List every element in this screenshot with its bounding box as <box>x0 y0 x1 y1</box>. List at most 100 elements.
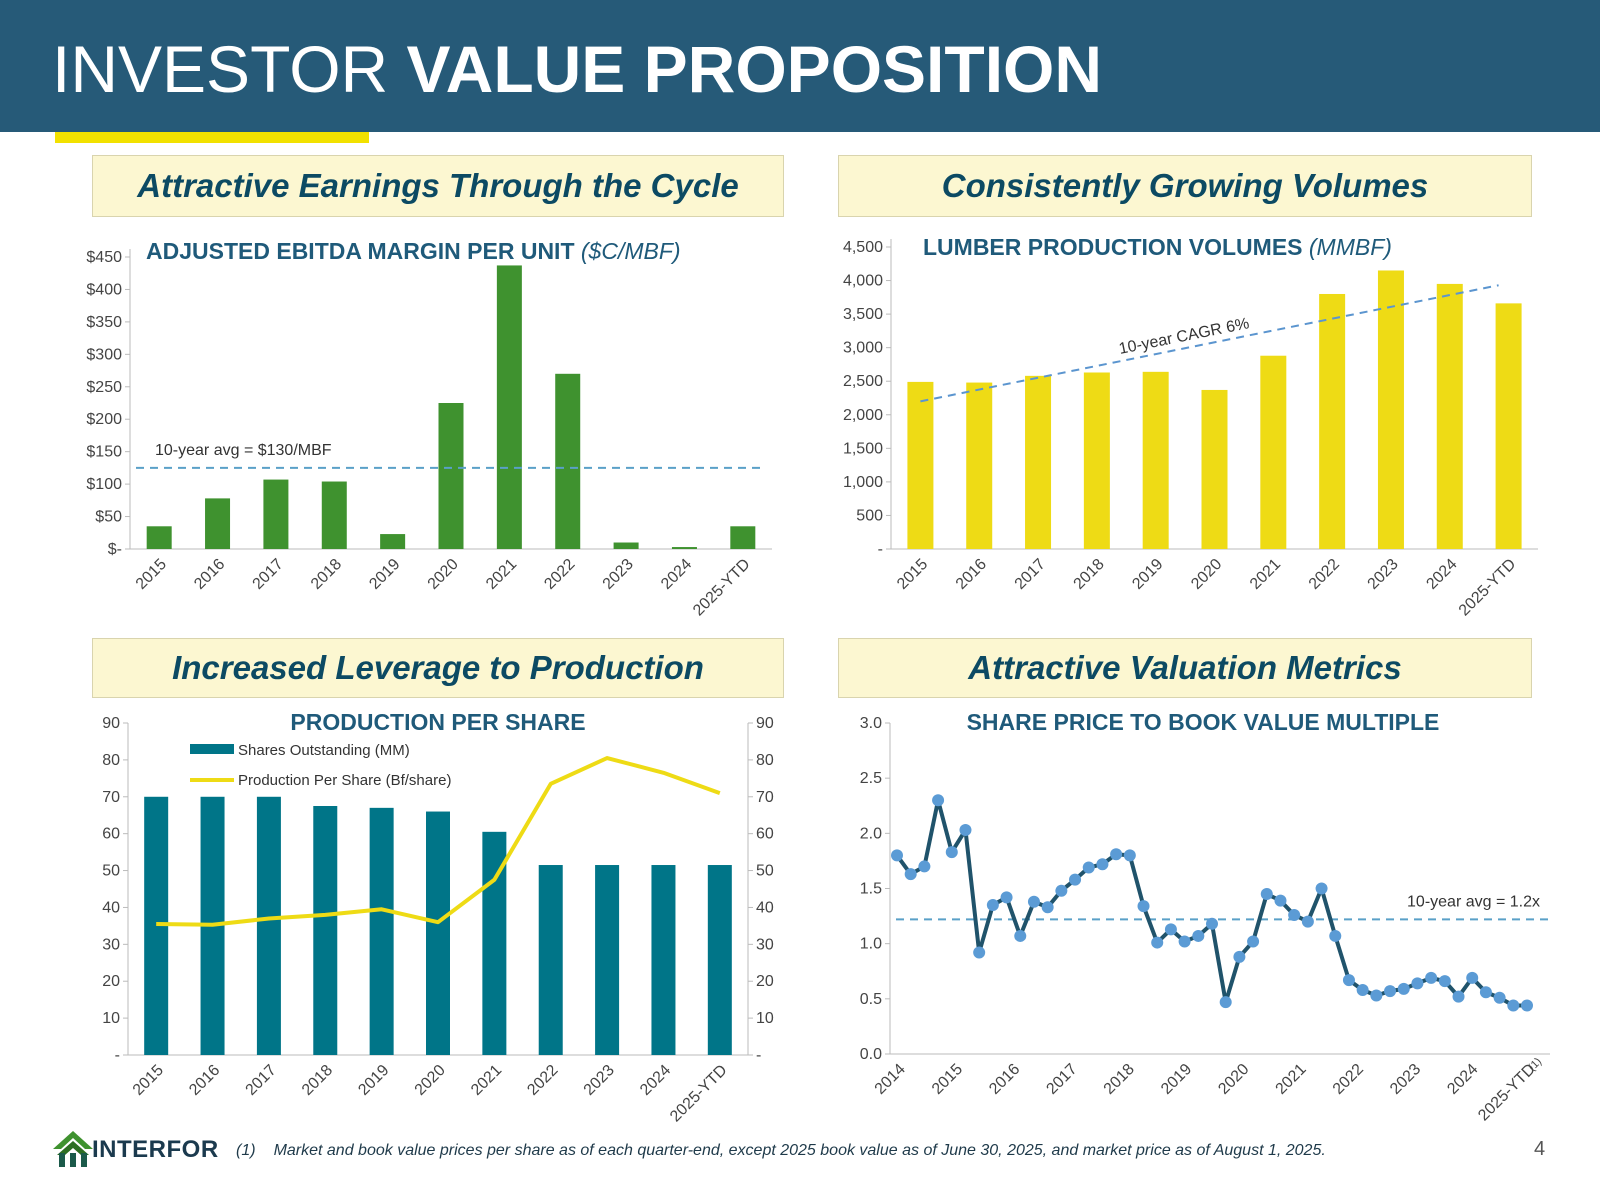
ebitda-chart-unit: ($C/MBF) <box>581 238 681 264</box>
volumes-ytick-label: 3,000 <box>843 340 883 357</box>
ptb-ytick-label: 1.0 <box>860 936 882 953</box>
ebitda-ytick-label: $450 <box>86 249 122 266</box>
pps-xtick-label: 2019 <box>355 1062 392 1099</box>
ptb-point <box>1069 873 1082 886</box>
ptb-point <box>1301 915 1314 928</box>
pps-right-ytick-label: 70 <box>756 789 774 806</box>
ptb-point <box>973 946 986 959</box>
ptb-point <box>1027 895 1040 908</box>
volumes-bar <box>1025 375 1052 549</box>
pps-legend-label-line: Production Per Share (Bf/share) <box>238 772 451 789</box>
volumes-bar <box>907 381 934 549</box>
volumes-xtick-label: 2023 <box>1365 556 1402 593</box>
ebitda-ytick-label: $300 <box>86 346 122 363</box>
ebitda-xtick-label: 2016 <box>191 556 228 593</box>
pps-xtick-label: 2017 <box>243 1062 280 1099</box>
pps-ytick-label: 60 <box>102 826 120 843</box>
pps-right-ytick-label: 40 <box>756 899 774 916</box>
footnote-number: (1) <box>236 1142 256 1159</box>
ptb-point <box>1438 975 1451 988</box>
section-header-leverage: Increased Leverage to Production <box>92 638 784 698</box>
pps-right-ytick-label: - <box>756 1047 761 1064</box>
pps-right-ytick-label: 50 <box>756 863 774 880</box>
ptb-point <box>1329 929 1342 942</box>
pps-xtick-label: 2023 <box>581 1062 618 1099</box>
ebitda-bar <box>496 265 522 549</box>
volumes-ytick-label: 2,500 <box>843 373 883 390</box>
ptb-point <box>1000 891 1013 904</box>
volumes-ytick-label: - <box>878 541 883 558</box>
ptb-point <box>932 794 945 807</box>
ptb-point <box>1233 950 1246 963</box>
volumes-ytick-label: 500 <box>856 507 883 524</box>
volumes-xtick-label: 2017 <box>1012 556 1049 593</box>
ebitda-xtick-label: 2023 <box>600 556 637 593</box>
ptb-ytick-label: 2.5 <box>860 770 882 787</box>
pps-right-ytick-label: 20 <box>756 973 774 990</box>
ptb-point <box>918 860 931 873</box>
ptb-point <box>986 899 999 912</box>
volumes-xtick-label: 2016 <box>953 556 990 593</box>
ebitda-ytick-label: $- <box>108 541 122 558</box>
volumes-bar <box>966 382 993 549</box>
ebitda-xtick-label: 2025-YTD <box>690 556 754 620</box>
ptb-xtick-label: 2023 <box>1387 1061 1424 1098</box>
volumes-bar <box>1260 355 1287 549</box>
ptb-point <box>1055 884 1068 897</box>
ptb-point <box>1110 848 1123 861</box>
volumes-ytick-label: 4,500 <box>843 239 883 256</box>
pps-line-series <box>156 756 721 927</box>
pps-right-ytick-label: 60 <box>756 826 774 843</box>
pps-ytick-label: 10 <box>102 1010 120 1027</box>
pps-ytick-label: 40 <box>102 899 120 916</box>
volumes-bar <box>1319 293 1346 549</box>
ptb-point <box>1274 894 1287 907</box>
ptb-point <box>1384 985 1397 998</box>
ptb-point <box>1356 984 1369 997</box>
ptb-point <box>1219 996 1232 1009</box>
ptb-point <box>1260 888 1273 901</box>
ebitda-ytick-label: $50 <box>95 509 122 526</box>
pps-bar <box>651 865 676 1055</box>
pps-legend-swatch-bars <box>190 744 234 754</box>
ptb-ytick-label: 0.0 <box>860 1046 882 1063</box>
volumes-bar <box>1142 371 1169 549</box>
volumes-xtick-label: 2019 <box>1129 556 1166 593</box>
volumes-bar <box>1495 303 1522 549</box>
ebitda-ytick-label: $400 <box>86 281 122 298</box>
ebitda-xtick-label: 2020 <box>425 556 462 593</box>
ptb-point <box>1479 986 1492 999</box>
pps-xtick-label: 2021 <box>468 1062 505 1099</box>
ptb-xtick-label: 2016 <box>986 1061 1023 1098</box>
ptb-point <box>945 846 958 859</box>
pps-bar <box>313 806 338 1055</box>
pps-ytick-label: - <box>115 1047 120 1064</box>
header-bar <box>0 0 1600 132</box>
page-number: 4 <box>1534 1138 1546 1160</box>
pps-legend-label-bars: Shares Outstanding (MM) <box>238 742 410 759</box>
pps-right-ytick-label: 90 <box>756 715 774 732</box>
volumes-xtick-label: 2025-YTD <box>1456 556 1520 620</box>
ptb-point <box>1411 977 1424 990</box>
ptb-point <box>1288 908 1301 921</box>
volumes-xtick-label: 2024 <box>1423 556 1460 593</box>
pps-ytick-label: 70 <box>102 789 120 806</box>
ebitda-bar <box>380 534 406 549</box>
ptb-avg-label: 10-year avg = 1.2x <box>1407 893 1540 910</box>
pps-right-ytick-label: 80 <box>756 752 774 769</box>
volumes-xtick-label: 2018 <box>1071 556 1108 593</box>
ebitda-xtick-label: 2019 <box>366 556 403 593</box>
ptb-xtick-label: 2020 <box>1215 1061 1252 1098</box>
ptb-point <box>1137 900 1150 913</box>
section-title-volumes: Consistently Growing Volumes <box>941 167 1429 204</box>
ebitda-bar <box>263 479 289 549</box>
pps-bar <box>256 796 281 1055</box>
ptb-point <box>1425 971 1438 984</box>
ptb-point <box>1452 990 1465 1003</box>
ptb-xtick-label: 2017 <box>1043 1061 1080 1098</box>
pps-right-ytick-label: 10 <box>756 1010 774 1027</box>
page-title: INVESTOR VALUE PROPOSITION <box>52 36 1102 102</box>
ebitda-avg-label: 10-year avg = $130/MBF <box>155 442 332 459</box>
title-light: INVESTOR <box>52 32 407 106</box>
